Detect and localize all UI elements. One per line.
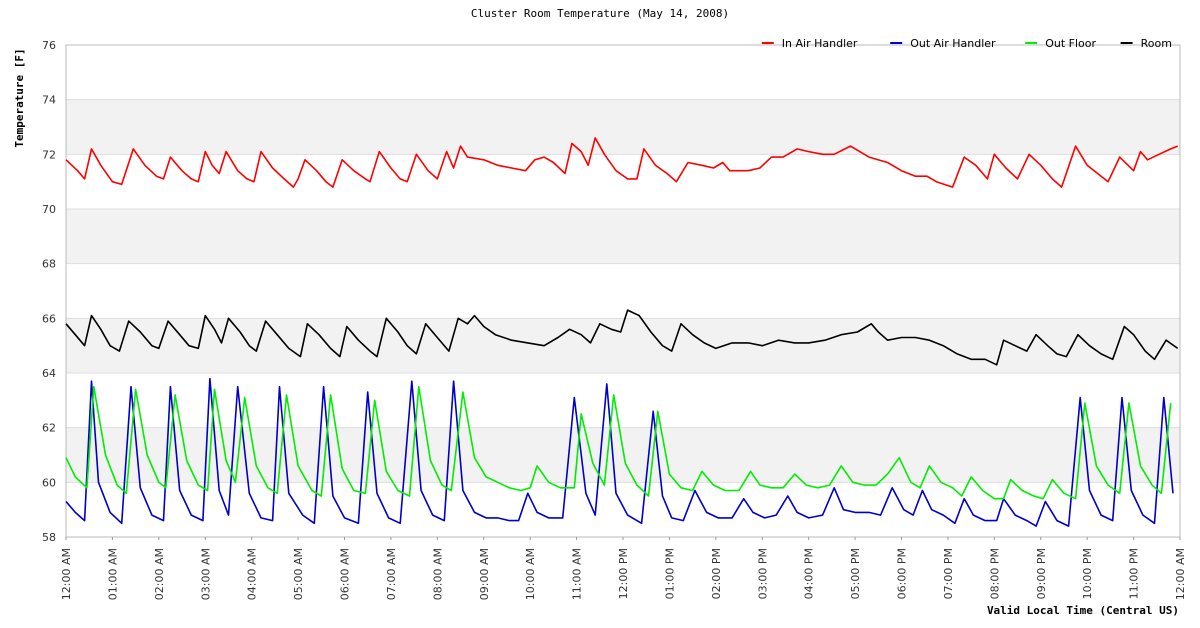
y-tick-label: 76 xyxy=(42,39,56,52)
legend-label: In Air Handler xyxy=(782,37,858,50)
y-tick-label: 74 xyxy=(42,94,56,107)
x-tick-label: 10:00 AM xyxy=(524,548,537,600)
x-tick-label: 03:00 AM xyxy=(199,548,212,600)
x-axis-label: Valid Local Time (Central US) xyxy=(987,604,1179,617)
x-tick-label: 09:00 PM xyxy=(1035,548,1048,599)
band-68-70 xyxy=(66,209,1180,264)
band-58-60 xyxy=(66,482,1180,537)
y-axis-label: Temperature [F] xyxy=(13,48,26,147)
x-tick-label: 08:00 AM xyxy=(431,548,444,600)
x-tick-label: 11:00 AM xyxy=(571,548,584,600)
band-70-72 xyxy=(66,154,1180,209)
x-tick-label: 07:00 PM xyxy=(942,548,955,599)
x-tick-label: 06:00 PM xyxy=(896,548,909,599)
y-tick-label: 66 xyxy=(42,312,56,325)
series-line-in-air-handler xyxy=(65,137,1178,188)
x-tick-label: 01:00 PM xyxy=(663,548,676,599)
legend-label: Out Air Handler xyxy=(910,37,996,50)
band-74-76 xyxy=(66,45,1180,100)
series-layer xyxy=(65,137,1179,527)
band-72-74 xyxy=(66,99,1180,155)
x-tick-label: 05:00 AM xyxy=(292,548,305,600)
y-tick-label: 68 xyxy=(42,258,56,271)
legend-label: Out Floor xyxy=(1045,37,1096,50)
x-tick-label: 05:00 PM xyxy=(849,548,862,599)
series-line-room xyxy=(65,309,1179,366)
x-tick-label: 10:00 PM xyxy=(1081,548,1094,599)
plot-bands xyxy=(66,45,1180,537)
band-66-68 xyxy=(66,263,1180,319)
x-tick-label: 04:00 PM xyxy=(803,548,816,599)
chart-title: Cluster Room Temperature (May 14, 2008) xyxy=(471,7,729,20)
x-tick-label: 12:00 AM xyxy=(60,548,73,600)
y-tick-label: 60 xyxy=(42,476,56,489)
x-tick-label: 02:00 PM xyxy=(710,548,723,599)
x-tick-label: 11:00 PM xyxy=(1128,548,1141,599)
y-tick-label: 70 xyxy=(42,203,56,216)
legend: In Air Handler Out Air Handler Out Floor Ro… xyxy=(761,37,1172,50)
x-tick-label: 12:00 PM xyxy=(617,548,630,599)
x-axis-ticks: 12:00 AM 01:00 AM 02:00 AM 03:00 AM 04:00 AM… xyxy=(60,537,1187,600)
y-tick-label: 72 xyxy=(42,148,56,161)
x-tick-label: 12:00 AM xyxy=(1174,548,1187,600)
x-tick-label: 04:00 AM xyxy=(246,548,259,600)
x-tick-label: 08:00 PM xyxy=(988,548,1001,599)
band-62-64 xyxy=(66,373,1180,428)
x-tick-label: 02:00 AM xyxy=(153,548,166,600)
x-tick-label: 09:00 AM xyxy=(478,548,491,600)
y-tick-label: 58 xyxy=(42,531,56,544)
y-axis-ticks: 58 60 62 64 66 68 70 72 74 76 xyxy=(42,39,56,544)
y-tick-label: 64 xyxy=(42,367,56,380)
x-tick-label: 07:00 AM xyxy=(385,548,398,600)
x-tick-label: 06:00 AM xyxy=(339,548,352,600)
x-tick-label: 03:00 PM xyxy=(756,548,769,599)
y-tick-label: 62 xyxy=(42,422,56,435)
x-tick-label: 01:00 AM xyxy=(106,548,119,600)
legend-label: Room xyxy=(1141,37,1172,50)
series-line-out-floor xyxy=(65,385,1172,500)
